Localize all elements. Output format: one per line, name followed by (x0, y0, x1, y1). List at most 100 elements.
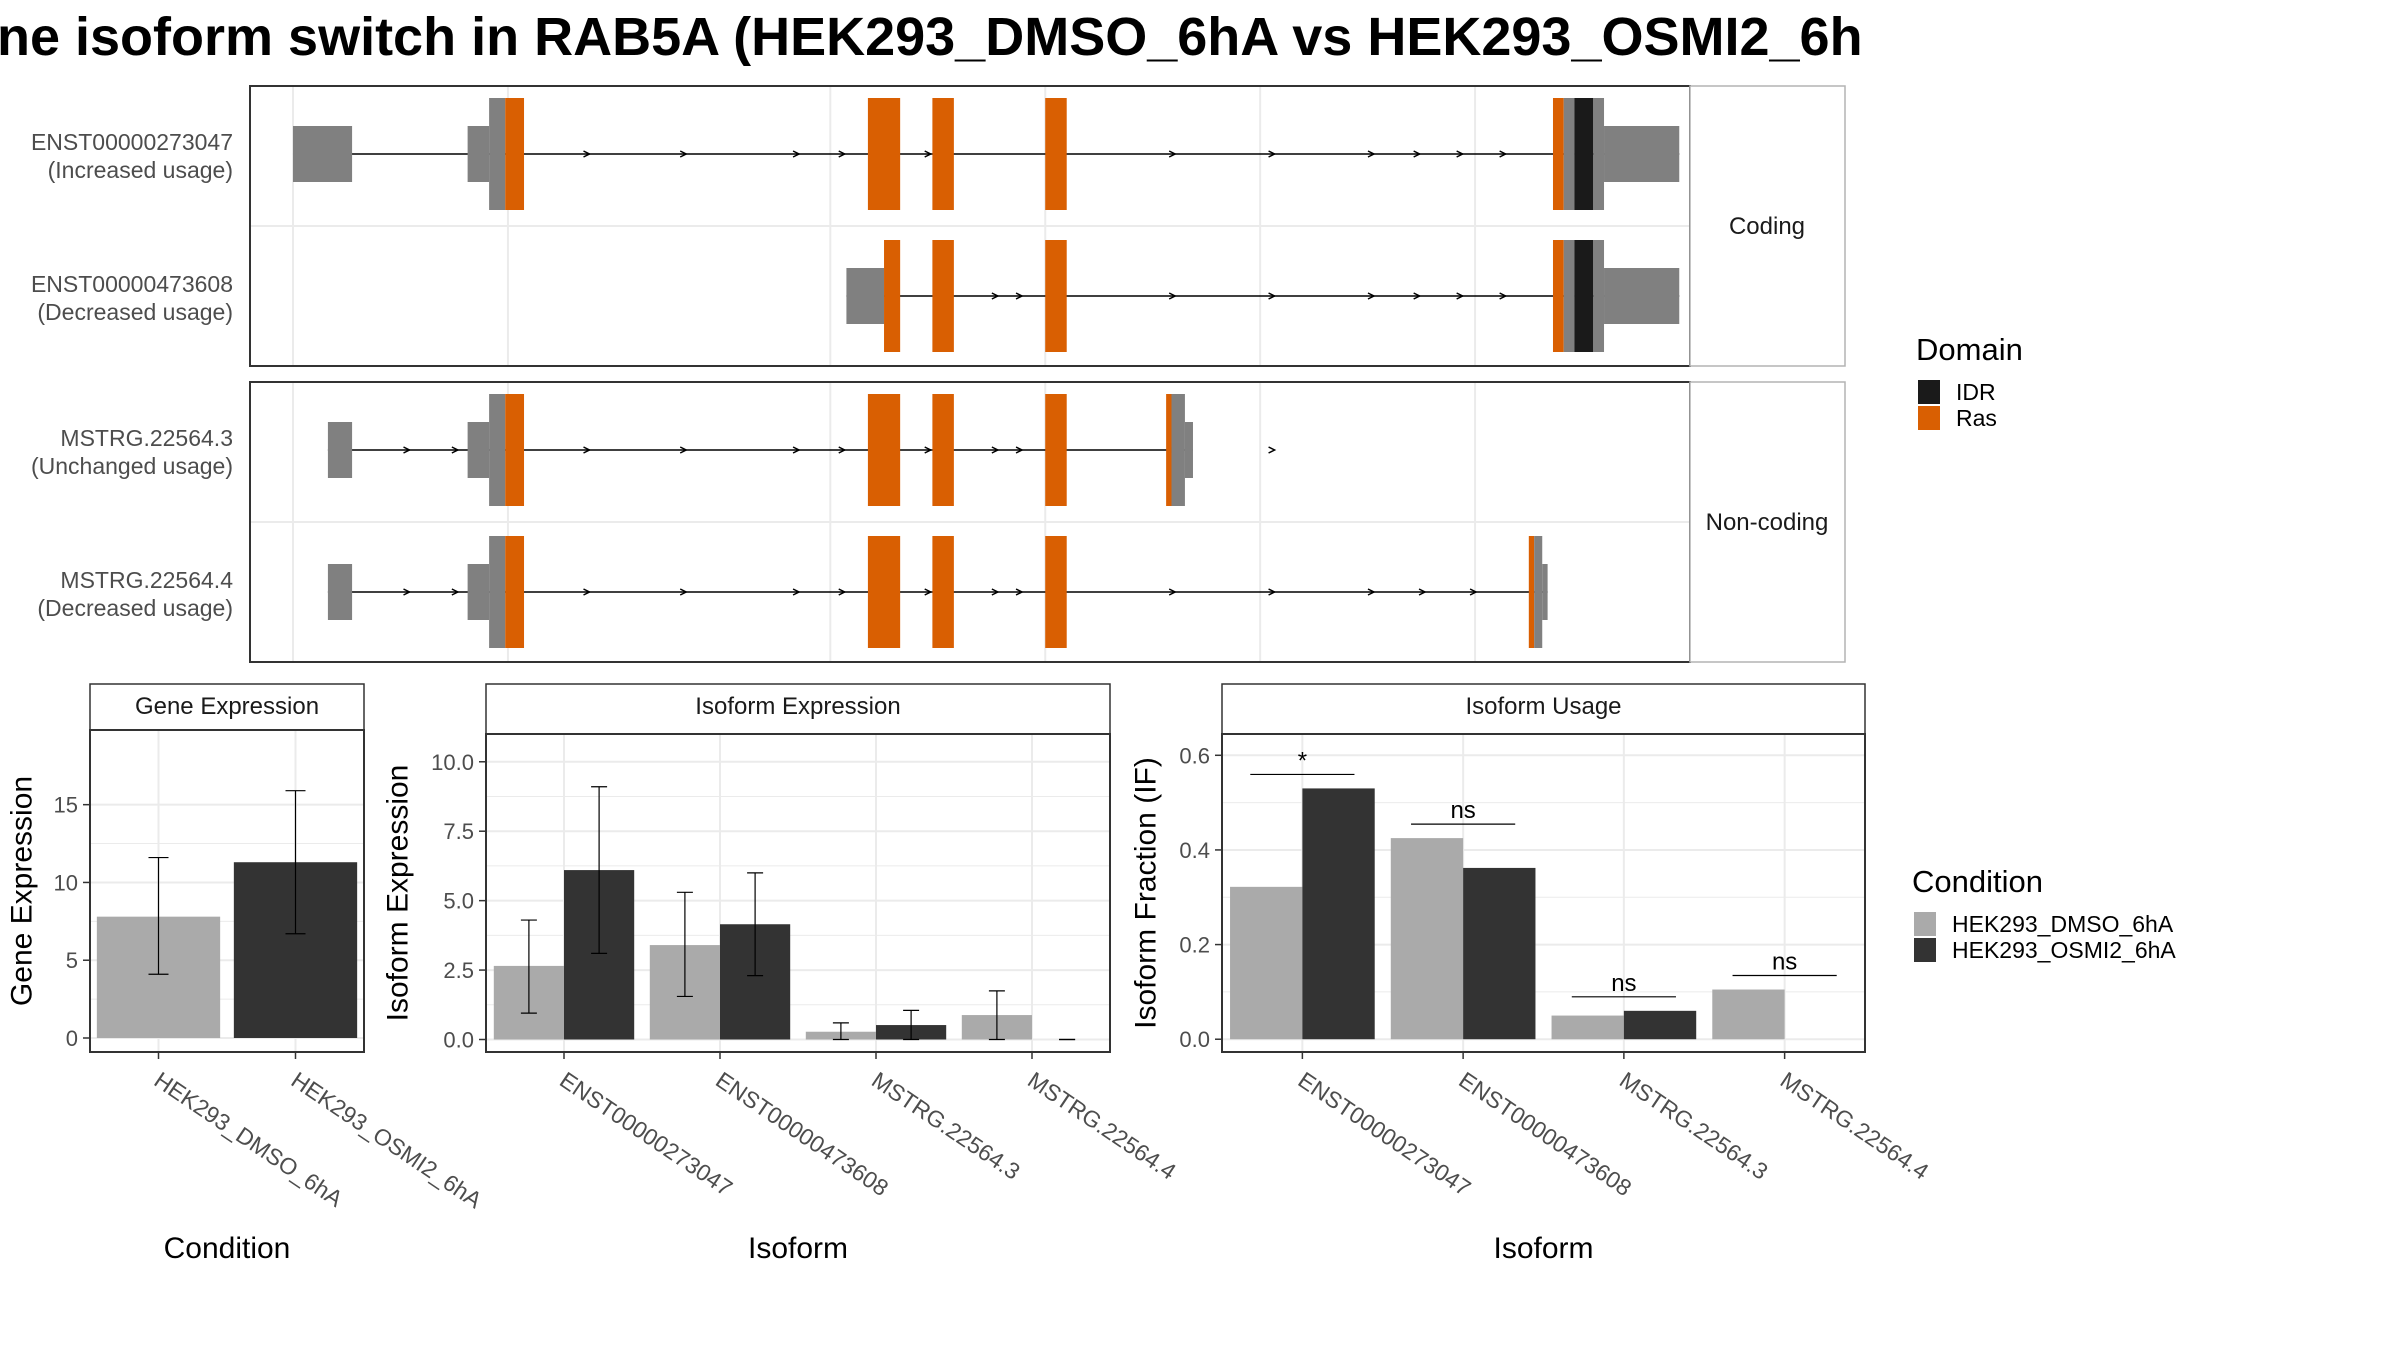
exon-cds (1593, 240, 1605, 352)
direction-arrow (1367, 588, 1376, 596)
significance-label: ns (1772, 949, 1797, 976)
direction-arrow (1015, 446, 1024, 454)
y-tick-label: 15 (54, 793, 78, 818)
legend-swatch-ras (1918, 406, 1940, 430)
exon-utr (1604, 126, 1680, 182)
y-axis-label: Isoform Expression (382, 765, 415, 1022)
legend-label-condition: HEK293_OSMI2_6hA (1952, 937, 2176, 963)
significance-label: * (1298, 747, 1307, 774)
direction-arrow (583, 588, 592, 596)
direction-arrow (1367, 150, 1376, 158)
exon-ras (1552, 98, 1564, 210)
exon-ras (1166, 394, 1172, 506)
x-tick-label: ENST00000473608 (1454, 1067, 1636, 1202)
exon-ras (505, 98, 525, 210)
bar (1302, 788, 1375, 1040)
direction-arrow (1268, 446, 1277, 454)
y-tick-label: 2.5 (443, 958, 474, 983)
direction-arrow (1168, 292, 1177, 300)
x-axis-label: Isoform (1493, 1232, 1593, 1265)
direction-arrow (679, 588, 688, 596)
transcript-id-label: MSTRG.22564.3 (60, 425, 233, 451)
exon-ras (505, 394, 525, 506)
exon-ras (884, 240, 901, 352)
bar (1551, 1015, 1624, 1040)
direction-arrow (451, 588, 460, 596)
exon-ras (1045, 240, 1067, 352)
panel-border (485, 733, 1111, 1053)
exon-cds (1563, 240, 1575, 352)
transcript-id-label: MSTRG.22564.4 (60, 567, 233, 593)
legend-label-ras: Ras (1956, 405, 1997, 431)
direction-arrow (924, 588, 933, 596)
exon-ras (867, 98, 901, 210)
direction-arrow (679, 150, 688, 158)
x-tick-label: ENST00000273047 (555, 1067, 737, 1202)
direction-arrow (1268, 292, 1277, 300)
y-tick-label: 0.6 (1179, 743, 1210, 768)
bar (1623, 1010, 1697, 1040)
exon-ras (932, 536, 954, 648)
direction-arrow (1015, 588, 1024, 596)
direction-arrow (403, 588, 412, 596)
panel-border (89, 729, 365, 1053)
direction-arrow (838, 588, 847, 596)
chart-strip (1221, 683, 1866, 735)
exon-utr (327, 564, 353, 620)
exon-idr (1574, 98, 1594, 210)
exon-utr_mid (467, 126, 490, 182)
y-tick-label: 10.0 (431, 750, 474, 775)
direction-arrow (1413, 150, 1422, 158)
x-tick-label: MSTRG.22564.4 (1776, 1067, 1934, 1185)
direction-arrow (1015, 292, 1024, 300)
significance-label: ns (1611, 970, 1636, 997)
x-axis-label: Condition (164, 1232, 291, 1265)
direction-arrow (1499, 150, 1508, 158)
legend-label-condition: HEK293_DMSO_6hA (1952, 911, 2174, 937)
direction-arrow (451, 446, 460, 454)
x-tick-label: ENST00000273047 (1294, 1067, 1476, 1202)
y-tick-label: 0.4 (1179, 838, 1210, 863)
direction-arrow (924, 446, 933, 454)
chart-strip (485, 683, 1111, 735)
bar (1463, 867, 1536, 1040)
direction-arrow (924, 150, 933, 158)
direction-arrow (1268, 150, 1277, 158)
exon-utr_mid (467, 422, 490, 478)
direction-arrow (1168, 150, 1177, 158)
y-tick-label: 5.0 (443, 889, 474, 914)
chart-title: Gene Expression (135, 693, 319, 720)
direction-arrow (1413, 292, 1422, 300)
bar (1390, 838, 1464, 1040)
direction-arrow (1168, 588, 1177, 596)
facet-strip (1689, 381, 1846, 663)
legend-label-idr: IDR (1956, 379, 1996, 405)
exon-ras (932, 240, 954, 352)
exon-ras (867, 394, 901, 506)
significance-label: ns (1450, 797, 1475, 824)
exon-cds (1593, 98, 1605, 210)
exon-cds (489, 394, 506, 506)
figure-title: ne isoform switch in RAB5A (HEK293_DMSO_… (0, 7, 1863, 67)
y-axis-label: Isoform Fraction (IF) (1130, 757, 1163, 1029)
legend-domain-title: Domain (1916, 332, 2023, 367)
direction-arrow (583, 150, 592, 158)
direction-arrow (403, 446, 412, 454)
exon-ras (932, 394, 954, 506)
y-tick-label: 0 (66, 1026, 78, 1051)
facet-label-non-coding: Non-coding (1706, 509, 1829, 536)
transcript-id-label: ENST00000473608 (31, 271, 233, 297)
chart-strip (89, 683, 365, 731)
facet-label-coding: Coding (1729, 213, 1805, 240)
exon-cds (489, 98, 506, 210)
exon-ras (1045, 98, 1067, 210)
direction-arrow (583, 446, 592, 454)
exon-cds (1534, 536, 1543, 648)
direction-arrow (792, 588, 801, 596)
direction-arrow (1367, 292, 1376, 300)
exon-utr (1184, 422, 1193, 478)
direction-arrow (991, 446, 1000, 454)
exon-utr (1542, 564, 1548, 620)
